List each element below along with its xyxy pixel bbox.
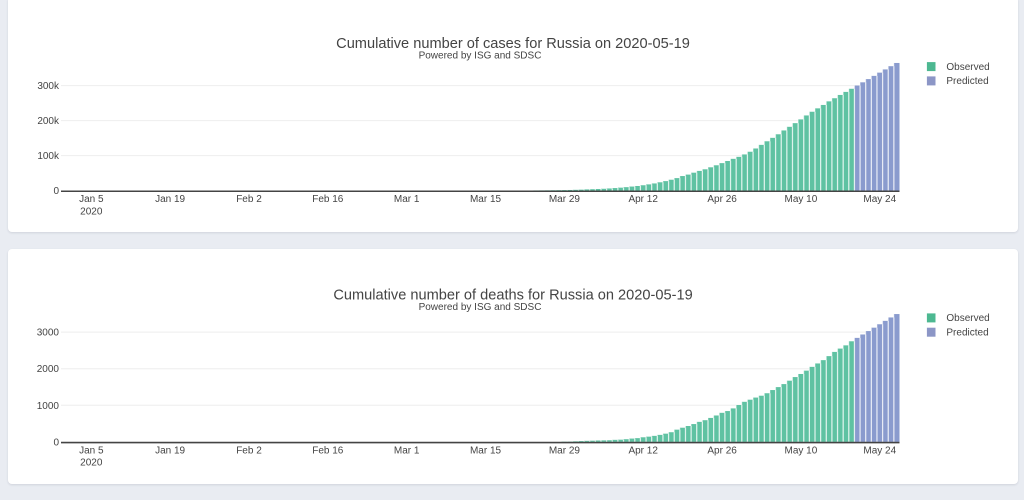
svg-text:Cumulative number of cases for: Cumulative number of cases for Russia on… xyxy=(336,36,690,52)
svg-text:Jan 19: Jan 19 xyxy=(155,445,185,456)
svg-text:Mar 15: Mar 15 xyxy=(470,445,502,456)
svg-text:Apr 12: Apr 12 xyxy=(628,445,658,456)
svg-text:Jan 5: Jan 5 xyxy=(79,194,104,205)
svg-text:300k: 300k xyxy=(37,81,60,92)
svg-text:Powered by ISG and SDSC: Powered by ISG and SDSC xyxy=(419,302,542,313)
svg-text:0: 0 xyxy=(53,437,59,448)
svg-text:2000: 2000 xyxy=(37,364,60,375)
svg-text:Apr 26: Apr 26 xyxy=(707,194,737,205)
svg-text:Feb 16: Feb 16 xyxy=(312,445,344,456)
svg-text:Feb 2: Feb 2 xyxy=(236,445,262,456)
svg-text:Feb 16: Feb 16 xyxy=(312,194,344,205)
svg-text:200k: 200k xyxy=(37,116,60,127)
svg-text:Observed: Observed xyxy=(946,62,989,73)
svg-text:Mar 1: Mar 1 xyxy=(394,194,420,205)
svg-text:100k: 100k xyxy=(37,151,60,162)
svg-text:2020: 2020 xyxy=(80,206,103,217)
svg-text:May 10: May 10 xyxy=(785,194,818,205)
svg-text:May 24: May 24 xyxy=(863,194,896,205)
svg-text:Powered by ISG and SDSC: Powered by ISG and SDSC xyxy=(419,51,542,62)
svg-text:May 24: May 24 xyxy=(863,445,896,456)
svg-text:May 10: May 10 xyxy=(785,445,818,456)
svg-text:Observed: Observed xyxy=(946,313,989,324)
svg-text:Predicted: Predicted xyxy=(946,327,988,338)
svg-text:Apr 12: Apr 12 xyxy=(628,194,658,205)
svg-text:Jan 19: Jan 19 xyxy=(155,194,185,205)
svg-text:2020: 2020 xyxy=(80,458,103,469)
svg-text:Mar 29: Mar 29 xyxy=(549,445,581,456)
svg-text:Jan 5: Jan 5 xyxy=(79,445,104,456)
svg-text:Apr 26: Apr 26 xyxy=(707,445,737,456)
svg-text:Cumulative number of deaths fo: Cumulative number of deaths for Russia o… xyxy=(333,287,692,303)
svg-text:1000: 1000 xyxy=(37,401,60,412)
svg-text:Feb 2: Feb 2 xyxy=(236,194,262,205)
svg-text:Mar 1: Mar 1 xyxy=(394,445,420,456)
svg-text:Mar 15: Mar 15 xyxy=(470,194,502,205)
svg-text:3000: 3000 xyxy=(37,328,60,339)
svg-text:0: 0 xyxy=(53,186,59,197)
svg-text:Mar 29: Mar 29 xyxy=(549,194,581,205)
svg-text:Predicted: Predicted xyxy=(946,76,988,87)
